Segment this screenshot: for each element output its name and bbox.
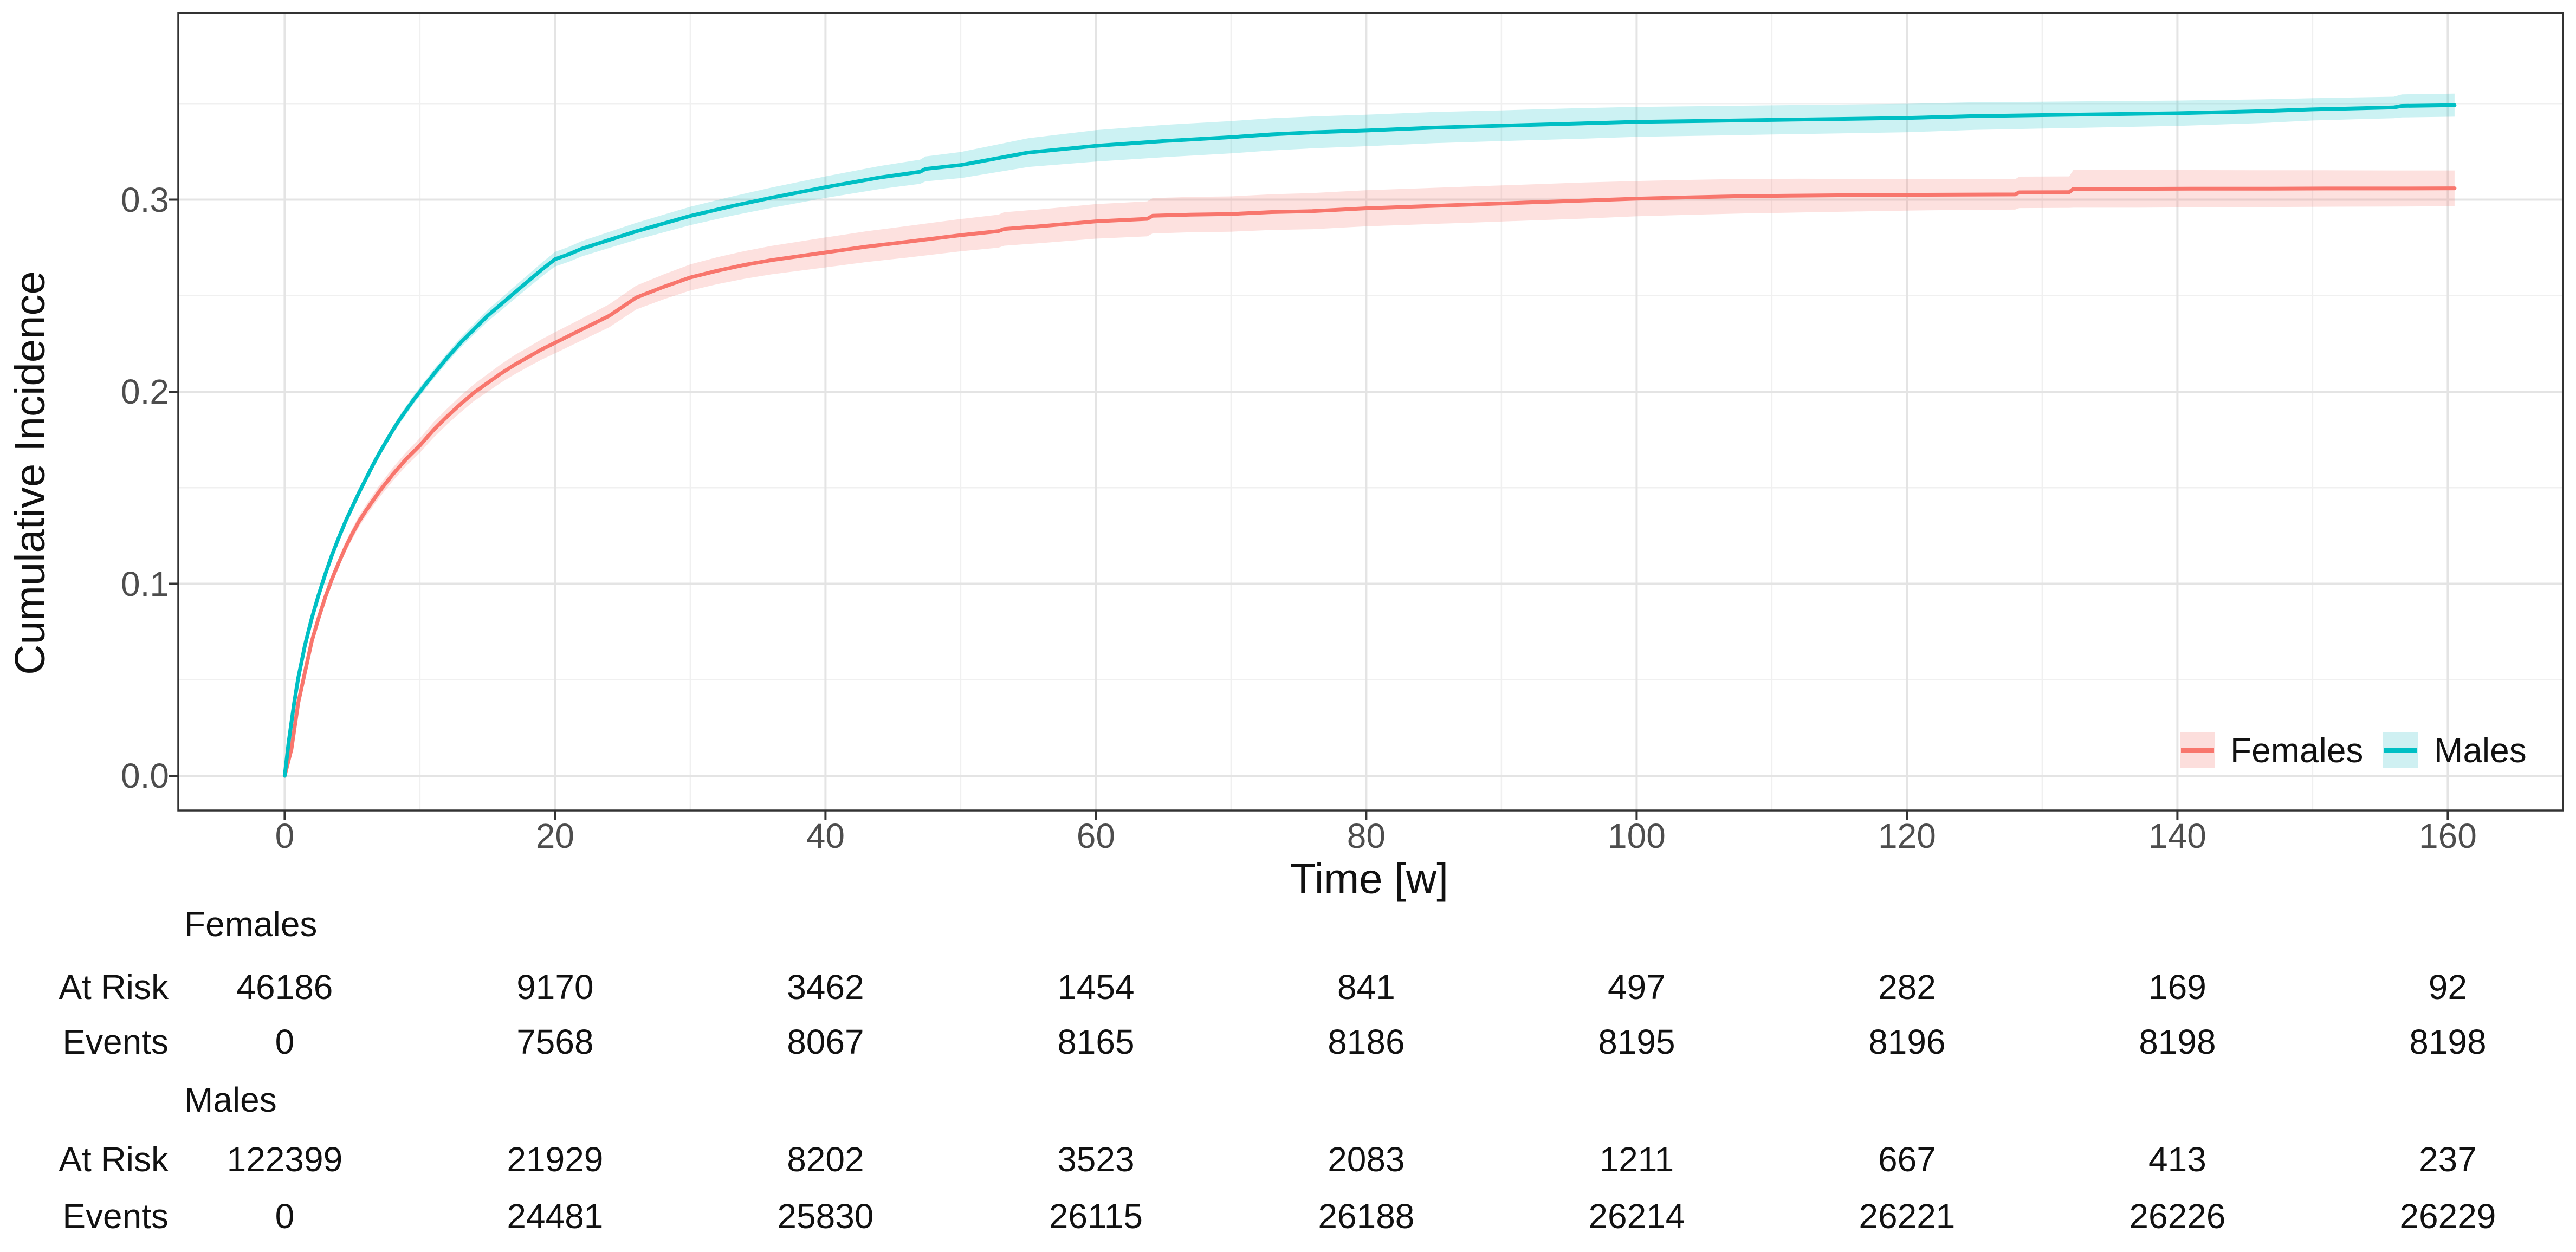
risk-value: 2083 bbox=[1328, 1140, 1405, 1179]
risk-value: 8165 bbox=[1057, 1022, 1135, 1061]
risk-value: 26226 bbox=[2129, 1197, 2226, 1236]
x-tick-label: 160 bbox=[2419, 816, 2477, 855]
x-tick-label: 140 bbox=[2148, 816, 2206, 855]
risk-row-label: At Risk bbox=[59, 968, 169, 1007]
risk-value: 237 bbox=[2419, 1140, 2477, 1179]
risk-value: 841 bbox=[1337, 968, 1395, 1007]
males-legend-key-swatch bbox=[2383, 732, 2418, 768]
females-legend-key-swatch bbox=[2180, 732, 2215, 768]
y-tick-label: 0.1 bbox=[121, 564, 169, 604]
y-tick-label: 0.0 bbox=[121, 756, 169, 795]
females-curve bbox=[282, 186, 2457, 778]
x-axis-title: Time [w] bbox=[1290, 854, 1448, 903]
risk-value: 26221 bbox=[1859, 1197, 1956, 1236]
x-tick-label: 100 bbox=[1608, 816, 1666, 855]
risk-value: 169 bbox=[2148, 968, 2206, 1007]
risk-row-label: Events bbox=[62, 1197, 169, 1236]
risk-value: 26229 bbox=[2399, 1197, 2496, 1236]
risk-value: 413 bbox=[2148, 1140, 2206, 1179]
risk-value: 0 bbox=[275, 1022, 295, 1061]
x-tick-label: 80 bbox=[1347, 816, 1386, 855]
risk-value: 24481 bbox=[507, 1197, 604, 1236]
risk-value: 667 bbox=[1878, 1140, 1936, 1179]
risk-row-label: At Risk bbox=[59, 1140, 169, 1179]
females-legend-line-icon bbox=[2181, 748, 2214, 753]
risk-row-label: Events bbox=[62, 1022, 169, 1061]
x-tick-label: 40 bbox=[806, 816, 845, 855]
risk-value: 25830 bbox=[777, 1197, 874, 1236]
males-legend-label: Males bbox=[2434, 731, 2527, 770]
risk-value: 282 bbox=[1878, 968, 1936, 1007]
risk-value: 21929 bbox=[507, 1140, 604, 1179]
y-axis-title: Cumulative Incidence bbox=[5, 271, 54, 675]
x-tick-label: 0 bbox=[275, 816, 295, 855]
risk-value: 1454 bbox=[1057, 968, 1135, 1007]
risk-value: 1211 bbox=[1599, 1140, 1674, 1179]
risk-value: 26188 bbox=[1318, 1197, 1415, 1236]
risk-value: 26214 bbox=[1588, 1197, 1685, 1236]
risk-value: 46186 bbox=[236, 968, 333, 1007]
males-legend-line-icon bbox=[2384, 748, 2417, 753]
risk-group-label: Males bbox=[184, 1080, 277, 1119]
panel-border bbox=[177, 12, 2564, 812]
risk-group-label: Females bbox=[184, 905, 318, 944]
y-tick-label: 0.2 bbox=[121, 372, 169, 411]
males-curve bbox=[282, 103, 2457, 778]
risk-value: 8202 bbox=[787, 1140, 864, 1179]
risk-value: 8198 bbox=[2409, 1022, 2487, 1061]
risk-value: 122399 bbox=[226, 1140, 343, 1179]
risk-value: 92 bbox=[2428, 968, 2467, 1007]
risk-value: 8195 bbox=[1598, 1022, 1675, 1061]
risk-value: 3462 bbox=[787, 968, 864, 1007]
risk-value: 3523 bbox=[1057, 1140, 1135, 1179]
y-tick-label: 0.3 bbox=[121, 180, 169, 219]
females-confidence-band bbox=[284, 170, 2455, 776]
risk-value: 7568 bbox=[516, 1022, 594, 1061]
x-tick-label: 60 bbox=[1076, 816, 1115, 855]
risk-value: 26115 bbox=[1048, 1197, 1143, 1236]
risk-value: 9170 bbox=[516, 968, 594, 1007]
x-tick-label: 20 bbox=[535, 816, 574, 855]
risk-value: 8196 bbox=[1868, 1022, 1946, 1061]
risk-value: 0 bbox=[275, 1197, 295, 1236]
risk-value: 497 bbox=[1608, 968, 1666, 1007]
females-legend-label: Females bbox=[2230, 731, 2364, 770]
x-tick-label: 120 bbox=[1878, 816, 1936, 855]
risk-value: 8067 bbox=[787, 1022, 864, 1061]
risk-value: 8198 bbox=[2139, 1022, 2216, 1061]
risk-value: 8186 bbox=[1328, 1022, 1405, 1061]
